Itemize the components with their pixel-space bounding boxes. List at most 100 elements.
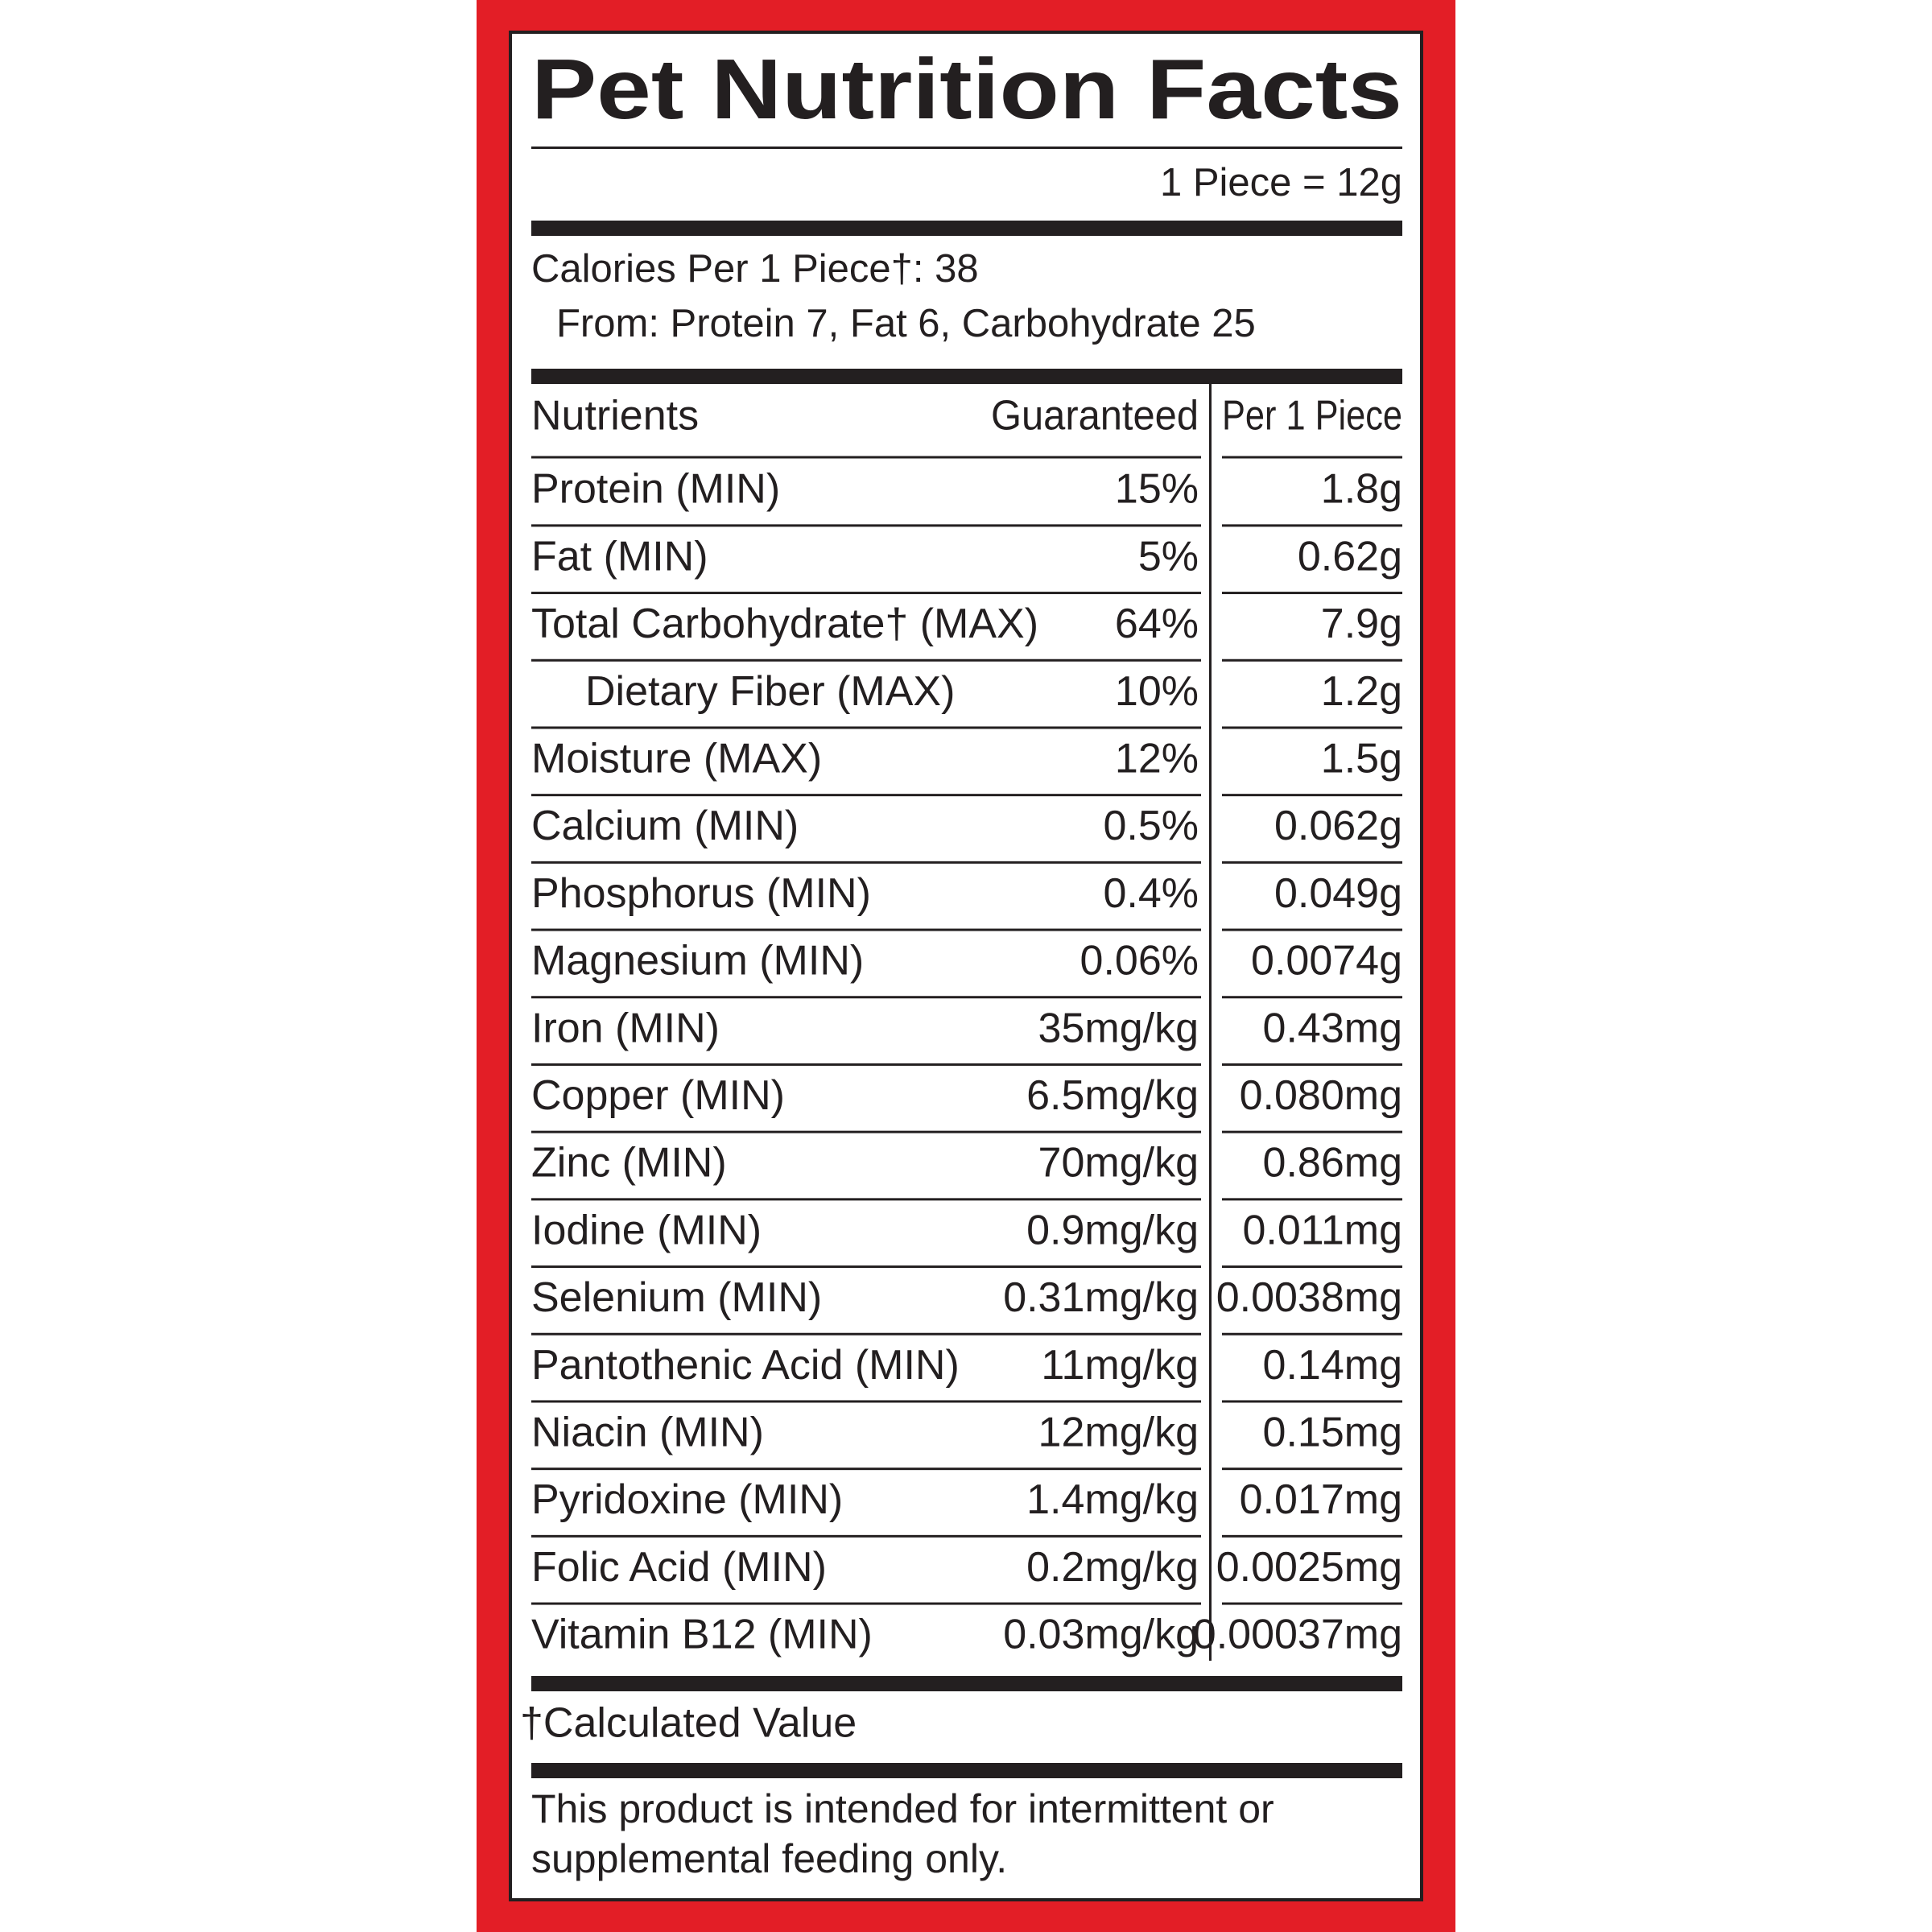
row-rule [1222, 658, 1402, 662]
nutrient: Copper (MIN) [531, 1072, 785, 1119]
row-rule [1222, 1534, 1402, 1538]
row-rule [1222, 1265, 1402, 1269]
row-rule [1222, 928, 1402, 931]
column-header: Per 1 Piece [1222, 393, 1402, 440]
nutrient: Moisture (MAX) [531, 736, 822, 782]
guaranteed: 1.4mg/kg [1026, 1476, 1199, 1523]
guaranteed: 64% [1115, 601, 1199, 647]
row-rule [1222, 861, 1402, 864]
per-piece: 0.062g [1274, 803, 1402, 849]
per-piece: 0.0025mg [1216, 1544, 1402, 1591]
row-rule [1222, 1332, 1402, 1335]
guaranteed: 10% [1115, 668, 1199, 715]
row-rule [531, 1400, 1201, 1403]
guaranteed: 0.5% [1103, 803, 1199, 849]
nutrient: Folic Acid (MIN) [531, 1544, 827, 1591]
per-piece: 0.0038mg [1216, 1274, 1402, 1321]
row-rule [531, 1265, 1201, 1269]
row-rule [1222, 1130, 1402, 1133]
row-rule [1222, 524, 1402, 527]
guaranteed: 12mg/kg [1038, 1410, 1199, 1456]
row-rule [531, 456, 1201, 459]
thick-rule [531, 1676, 1402, 1691]
row-rule [531, 1332, 1201, 1335]
row-rule [531, 928, 1201, 931]
guaranteed: 15% [1115, 466, 1199, 513]
guaranteed: 35mg/kg [1038, 1005, 1199, 1051]
guaranteed: 11mg/kg [1041, 1342, 1199, 1389]
row-rule [531, 1468, 1201, 1471]
thick-rule [531, 221, 1402, 236]
row-rule [1222, 1602, 1402, 1605]
nutrient: Dietary Fiber (MAX) [585, 668, 955, 715]
title: Pet Nutrition Facts [531, 42, 1402, 137]
thick-rule [531, 1763, 1402, 1778]
guaranteed: 12% [1115, 736, 1199, 782]
per-piece: 0.080mg [1240, 1072, 1402, 1119]
guaranteed: 0.2mg/kg [1026, 1544, 1199, 1591]
row-rule [531, 524, 1201, 527]
statement: This product is intended for intermitten… [531, 1786, 1274, 1831]
row-rule [1222, 1198, 1402, 1201]
guaranteed: 5% [1138, 533, 1199, 580]
calories: Calories Per 1 Piece†: 38 [531, 247, 979, 291]
calories-from: From: Protein 7, Fat 6, Carbohydrate 25 [556, 302, 1256, 345]
nutrient: Vitamin B12 (MIN) [531, 1612, 873, 1658]
per-piece: 0.011mg [1242, 1207, 1402, 1253]
per-piece: 0.15mg [1263, 1410, 1402, 1456]
per-piece: 1.2g [1321, 668, 1402, 715]
nutrient: Fat (MIN) [531, 533, 708, 580]
per-piece: 1.8g [1321, 466, 1402, 513]
column-divider [1209, 384, 1212, 1661]
guaranteed: 0.31mg/kg [1003, 1274, 1199, 1321]
guaranteed: 70mg/kg [1038, 1140, 1199, 1187]
guaranteed: 0.06% [1080, 938, 1199, 985]
row-rule [1222, 592, 1402, 595]
nutrient: Niacin (MIN) [531, 1410, 764, 1456]
row-rule [1222, 726, 1402, 729]
row-rule [1222, 1400, 1402, 1403]
nutrient: Iodine (MIN) [531, 1207, 762, 1253]
per-piece: 0.0074g [1251, 938, 1402, 985]
guaranteed: 6.5mg/kg [1026, 1072, 1199, 1119]
guaranteed: 0.03mg/kg [1003, 1612, 1199, 1658]
nutrient: Zinc (MIN) [531, 1140, 727, 1187]
per-piece: 0.14mg [1263, 1342, 1402, 1389]
row-rule [531, 996, 1201, 999]
row-rule [1222, 1468, 1402, 1471]
guaranteed: 0.4% [1103, 870, 1199, 917]
per-piece: 0.00037mg [1193, 1612, 1402, 1658]
rule [531, 147, 1402, 149]
per-piece: 0.43mg [1263, 1005, 1402, 1051]
per-piece: 1.5g [1321, 736, 1402, 782]
row-rule [531, 1534, 1201, 1538]
thick-rule [531, 369, 1402, 384]
nutrient: Pantothenic Acid (MIN) [531, 1342, 960, 1389]
footnote: †Calculated Value [520, 1700, 857, 1747]
column-header: Nutrients [531, 393, 699, 440]
row-rule [531, 1063, 1201, 1066]
per-piece: 0.62g [1298, 533, 1402, 580]
per-piece: 0.049g [1274, 870, 1402, 917]
serving: 1 Piece = 12g [1160, 161, 1402, 204]
nutrient: Magnesium (MIN) [531, 938, 864, 985]
per-piece: 7.9g [1321, 601, 1402, 647]
row-rule [531, 1198, 1201, 1201]
row-rule [531, 592, 1201, 595]
table-rows: Protein (MIN) 15% 1.8g Fat (MIN) 5% 0.62g Tota… [531, 456, 1402, 1658]
row-rule [531, 1602, 1201, 1605]
per-piece: 0.86mg [1263, 1140, 1402, 1187]
row-rule [1222, 996, 1402, 999]
nutrient: Protein (MIN) [531, 466, 780, 513]
row-rule [531, 794, 1201, 797]
per-piece: 0.017mg [1240, 1476, 1402, 1523]
nutrient: Pyridoxine (MIN) [531, 1476, 843, 1523]
statement: supplemental feeding only. [531, 1836, 1007, 1881]
row-rule [531, 1130, 1201, 1133]
row-rule [1222, 1063, 1402, 1066]
nutrient: Selenium (MIN) [531, 1274, 822, 1321]
row-rule [531, 658, 1201, 662]
guaranteed: 0.9mg/kg [1026, 1207, 1199, 1253]
nutrient: Iron (MIN) [531, 1005, 720, 1051]
